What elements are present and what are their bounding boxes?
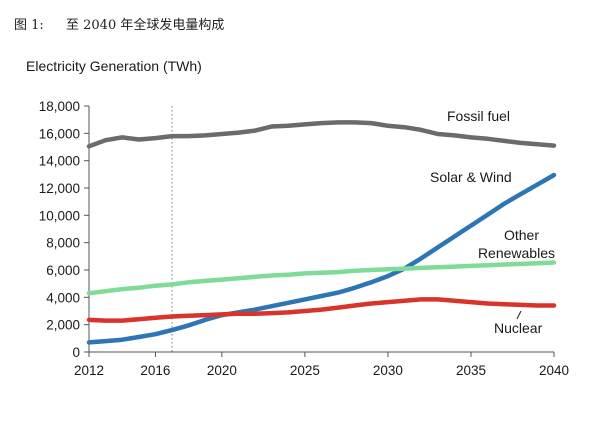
y-tick-label: 16,000: [39, 126, 80, 141]
y-tick-label: 14,000: [39, 154, 80, 169]
y-tick-label: 6,000: [46, 263, 80, 278]
series-labels: Fossil fuel Solar & Wind Other Renewables…: [430, 108, 555, 336]
series-label-nuclear: Nuclear: [494, 320, 543, 336]
figure-caption: 图 1: 至 2040 年全球发电量构成: [14, 14, 224, 33]
x-tick-label: 2016: [140, 363, 170, 378]
y-tick-label: 8,000: [46, 236, 80, 251]
y-tick-label: 12,000: [39, 181, 80, 196]
x-tick-label: 2025: [290, 363, 320, 378]
y-tick-label: 4,000: [46, 290, 80, 305]
axis-lines: [88, 106, 554, 353]
series-label-fossil-fuel: Fossil fuel: [447, 108, 510, 124]
x-tick-label: 2040: [539, 363, 569, 378]
figure-title: 至 2040 年全球发电量构成: [66, 18, 225, 33]
y-tick-label: 2,000: [46, 318, 80, 333]
y-tick-label: 0: [72, 345, 80, 360]
x-tick-label: 2030: [373, 363, 403, 378]
series-line-solar-wind: [86, 172, 557, 345]
series-line-fossil-fuel: [86, 120, 557, 149]
series-line-nuclear: [86, 297, 557, 323]
y-axis-title: Electricity Generation (TWh): [26, 58, 202, 74]
y-tick-label: 18,000: [39, 99, 80, 114]
series-line-other-renewables: [86, 260, 557, 296]
y-tick-label: 10,000: [39, 208, 80, 223]
x-axis: 2012 2016 2020 2025 2030 2035 2040: [74, 352, 569, 378]
series-label-solar-wind: Solar & Wind: [430, 169, 512, 185]
x-tick-label: 2035: [456, 363, 486, 378]
nuclear-label-leader: [516, 310, 522, 320]
series-label-other-renewables-line1: Other: [504, 227, 539, 243]
series-label-other-renewables-line2: Renewables: [478, 245, 555, 261]
y-axis: 0 2,000 4,000 6,000 8,000 10,000 12,000 14,000 1…: [39, 99, 89, 360]
series-label-other-renewables: Other Renewables: [478, 227, 555, 261]
figure-number: 图 1:: [14, 18, 44, 33]
x-tick-label: 2020: [207, 363, 237, 378]
series-group: [86, 120, 557, 345]
x-tick-label: 2012: [74, 363, 104, 378]
